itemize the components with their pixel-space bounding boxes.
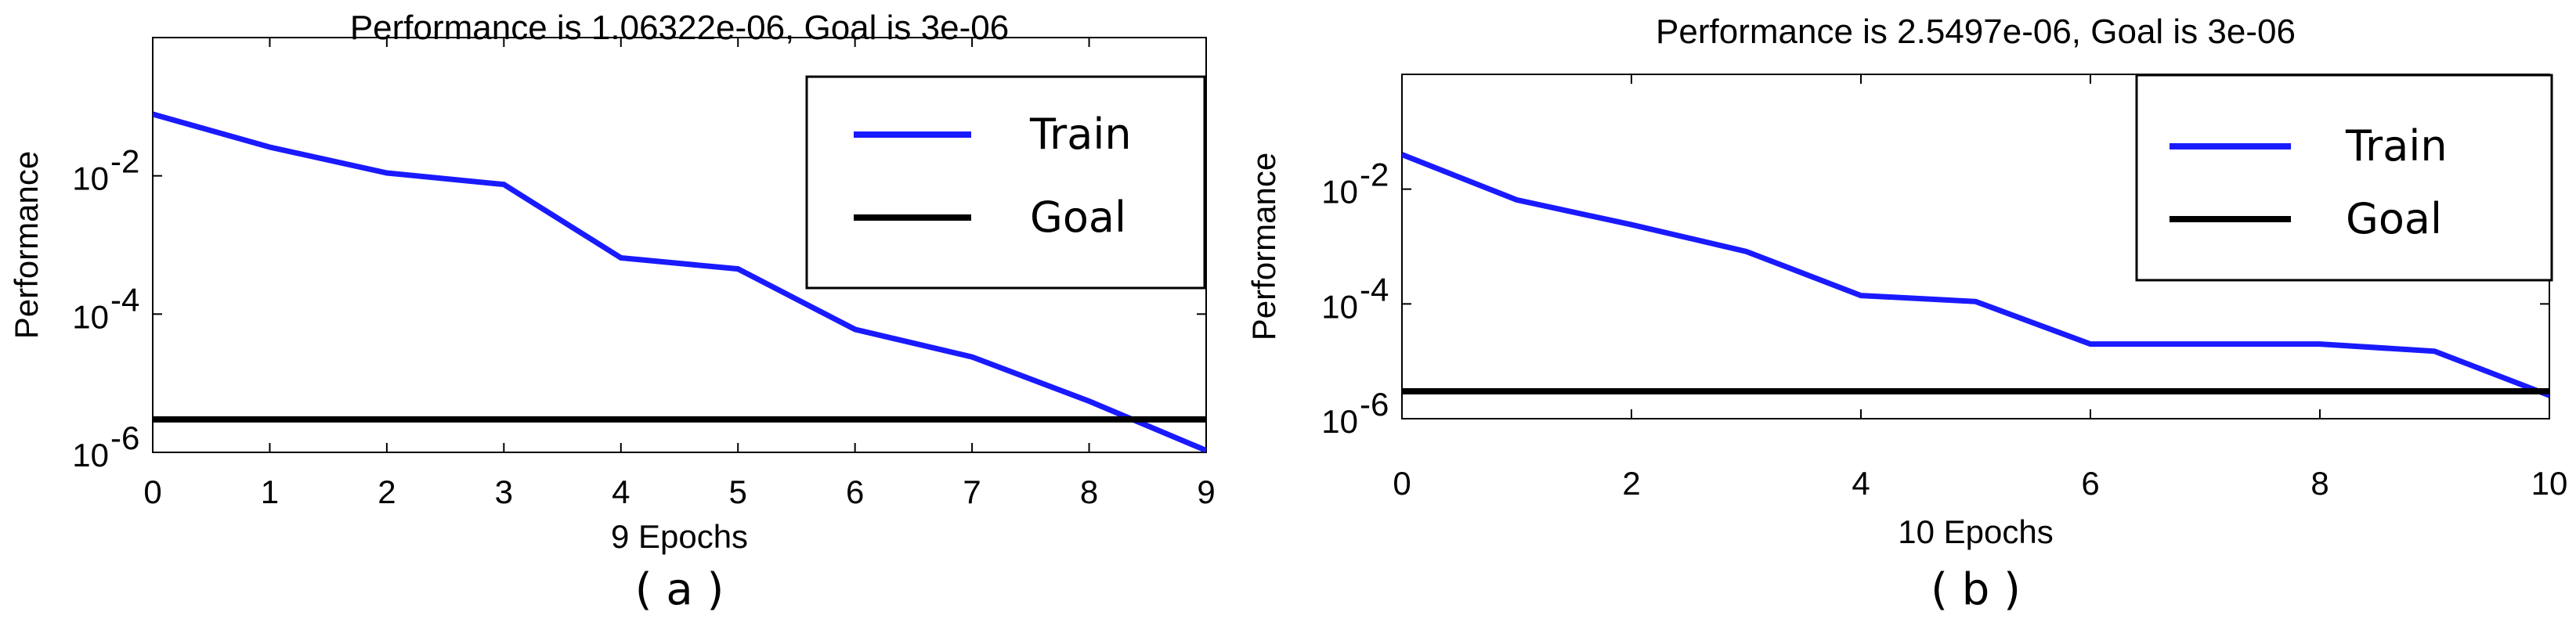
legend-label-goal: Goal	[2346, 194, 2442, 243]
y-tick-label: 10	[72, 298, 109, 335]
y-tick-label: 10	[1321, 288, 1358, 325]
x-tick-label: 5	[729, 473, 747, 510]
x-tick-label: 2	[1622, 465, 1640, 502]
x-tick-label: 1	[261, 473, 279, 510]
x-tick-label: 4	[1852, 465, 1870, 502]
x-axis-label: 10 Epochs	[1898, 513, 2053, 550]
legend-box	[2135, 74, 2553, 282]
y-tick-exponent: -6	[110, 419, 139, 456]
y-tick-label: 10	[1321, 174, 1358, 211]
chart-title: Performance is 1.06322e-06, Goal is 3e-0…	[350, 9, 1009, 47]
x-tick-label: 4	[612, 473, 630, 510]
x-tick-label: 2	[378, 473, 396, 510]
x-tick-label: 6	[2081, 465, 2099, 502]
chart-title: Performance is 2.5497e-06, Goal is 3e-06	[1656, 13, 2296, 51]
series-line-train	[1402, 152, 2549, 398]
legend-box	[805, 75, 1206, 290]
chart-panel-b: Performance is 2.5497e-06, Goal is 3e-06…	[1245, 13, 2567, 615]
y-tick-exponent: -4	[1360, 271, 1389, 308]
y-tick-label: 10	[1321, 403, 1358, 440]
x-tick-label: 8	[2310, 465, 2329, 502]
x-tick-label: 0	[1393, 465, 1411, 502]
y-tick-exponent: -6	[1360, 386, 1389, 423]
y-tick-exponent: -2	[110, 143, 139, 180]
x-tick-label: 0	[143, 473, 161, 510]
y-axis-label: Performance	[8, 151, 45, 339]
legend-label-train: Train	[1029, 110, 1132, 159]
y-tick-exponent: -2	[1360, 157, 1389, 193]
x-tick-label: 10	[2531, 465, 2568, 502]
panel-label: ( a )	[635, 564, 724, 615]
x-tick-label: 6	[846, 473, 864, 510]
x-tick-label: 3	[495, 473, 513, 510]
series-line-train	[153, 111, 1206, 452]
panel-label: ( b )	[1931, 564, 2021, 615]
y-tick-exponent: -4	[110, 281, 139, 318]
y-tick-label: 10	[72, 437, 109, 473]
y-tick-label: 10	[72, 160, 109, 197]
x-tick-label: 7	[963, 473, 981, 510]
x-tick-label: 9	[1197, 473, 1215, 510]
x-tick-label: 8	[1080, 473, 1098, 510]
chart-panel-a: Performance is 1.06322e-06, Goal is 3e-0…	[8, 9, 1216, 615]
y-axis-label: Performance	[1245, 153, 1282, 340]
legend-label-goal: Goal	[1030, 193, 1126, 242]
legend-label-train: Train	[2345, 121, 2448, 171]
x-axis-label: 9 Epochs	[611, 518, 748, 555]
plot-area	[152, 37, 1207, 453]
